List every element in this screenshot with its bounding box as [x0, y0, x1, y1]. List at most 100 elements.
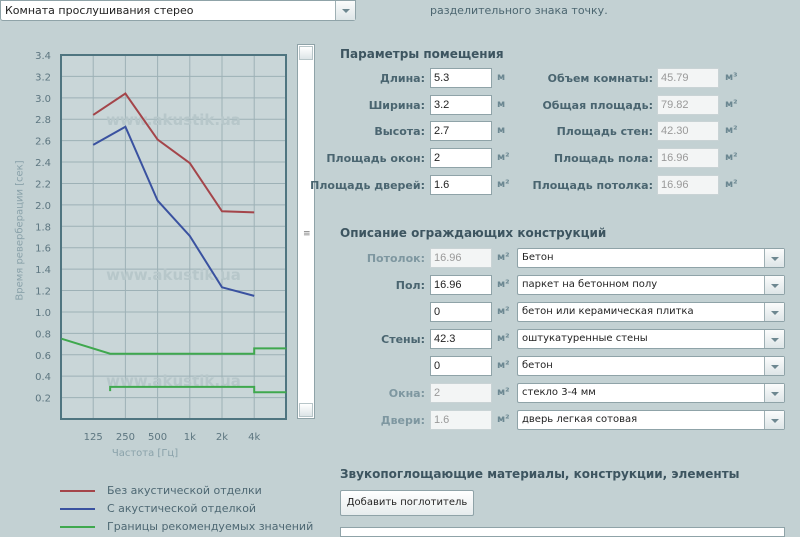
legend-item: С акустической отделкой [60, 502, 256, 515]
unit-label: м² [497, 333, 510, 344]
material-value: бетон [522, 360, 553, 371]
y-tick-label: 3.0 [35, 94, 51, 105]
unit-label: м² [725, 125, 738, 136]
surface-label: Двери: [380, 414, 425, 427]
watermark: www.akustik.ua [106, 266, 241, 284]
scroll-down-button[interactable] [299, 403, 313, 417]
plot-area [61, 55, 286, 419]
material-value: оштукатуренные стены [522, 333, 648, 344]
y-tick-label: 1.6 [35, 244, 51, 255]
computed-field-value: 45.79 [657, 68, 719, 88]
room-field-input[interactable]: 5.3 [430, 68, 492, 88]
computed-field-label: Площадь потолка: [532, 179, 653, 192]
chevron-down-icon[interactable] [764, 384, 784, 402]
unit-label: м² [497, 360, 510, 371]
room-field-input[interactable]: 2 [430, 148, 492, 168]
material-value: Бетон [522, 252, 554, 263]
y-axis-label: Время реверберации [сек] [14, 160, 26, 301]
add-absorber-button[interactable]: Добавить поглотитель [340, 490, 474, 516]
series-line-0 [92, 92, 255, 214]
y-tick-label: 2.0 [35, 201, 51, 212]
material-value: паркет на бетонном полу [522, 279, 658, 290]
watermark: www.akustik.ua [106, 111, 241, 129]
y-tick-label: 3.4 [35, 51, 51, 62]
hint-text: разделительного знака точку. [430, 4, 608, 17]
absorber-select[interactable] [340, 527, 785, 537]
computed-field-value: 16.96 [657, 148, 719, 168]
y-tick-label: 1.4 [35, 265, 51, 276]
computed-field-value: 42.30 [657, 121, 719, 141]
room-field-input[interactable]: 3.2 [430, 95, 492, 115]
material-select[interactable]: оштукатуренные стены [517, 329, 785, 349]
material-select[interactable]: бетон [517, 356, 785, 376]
room-field-input[interactable]: 1.6 [430, 175, 492, 195]
surface-label: Потолок: [366, 252, 425, 265]
unit-label: м [497, 72, 506, 83]
chart-scrollbar[interactable]: ≡ [297, 44, 315, 419]
material-select[interactable]: паркет на бетонном полу [517, 275, 785, 295]
unit-label: м [497, 99, 506, 110]
scroll-up-button[interactable] [299, 46, 313, 60]
surface-label: Пол: [395, 279, 425, 292]
unit-label: м³ [725, 72, 738, 83]
surface-area-input: 1.6 [430, 410, 492, 430]
preset-select[interactable]: Комната прослушивания стерео [0, 0, 356, 21]
surface-area-input: 2 [430, 383, 492, 403]
chevron-down-icon[interactable] [764, 411, 784, 429]
series-line-2 [61, 337, 287, 355]
unit-label: м² [497, 279, 510, 290]
room-section-title: Параметры помещения [340, 47, 504, 61]
chevron-down-icon[interactable] [764, 303, 784, 321]
y-tick-label: 0.4 [35, 372, 51, 383]
computed-field-value: 16.96 [657, 175, 719, 195]
room-field-input[interactable]: 2.7 [430, 121, 492, 141]
chevron-down-icon[interactable] [764, 249, 784, 267]
room-field-label: Площадь дверей: [310, 179, 425, 192]
legend-item: Границы рекомендуемых значений [60, 520, 313, 533]
material-select[interactable]: бетон или керамическая плитка [517, 302, 785, 322]
y-tick-label: 2.6 [35, 137, 51, 148]
series-line-2 [109, 385, 287, 394]
unit-label: м² [725, 179, 738, 190]
scroll-grip-icon[interactable]: ≡ [303, 229, 311, 239]
computed-field-label: Площадь пола: [553, 152, 653, 165]
chevron-down-icon[interactable] [335, 1, 355, 20]
material-select[interactable]: Бетон [517, 248, 785, 268]
y-tick-label: 2.2 [35, 179, 51, 190]
surface-label: Стены: [381, 333, 425, 346]
chevron-down-icon[interactable] [764, 357, 784, 375]
reverb-chart: 0.2 0.4 0.6 0.8 1.0 1.2 1.4 1.6 1.8 2.0 2.2 2.4 2.6 2… [35, 51, 287, 443]
x-tick-label: 2k [216, 432, 228, 443]
y-tick-label: 2.8 [35, 115, 51, 126]
material-value: бетон или керамическая плитка [522, 306, 694, 317]
surface-area-input[interactable]: 42.3 [430, 329, 492, 349]
watermark: www.akustik.ua [106, 372, 241, 390]
x-axis-label: Частота [Гц] [111, 448, 179, 459]
y-tick-label: 1.0 [35, 308, 51, 319]
x-tick-label: 4k [248, 432, 260, 443]
x-tick-label: 250 [116, 432, 135, 443]
unit-label: м² [497, 387, 510, 398]
surface-area-input[interactable]: 16.96 [430, 275, 492, 295]
series-line-1 [92, 125, 255, 297]
chevron-down-icon[interactable] [764, 276, 784, 294]
x-tick-label: 125 [84, 432, 103, 443]
surface-area-input[interactable]: 0 [430, 356, 492, 376]
unit-label: м² [497, 152, 510, 163]
surface-label: Окна: [388, 387, 425, 400]
y-tick-label: 3.2 [35, 72, 51, 83]
surface-area-input[interactable]: 0 [430, 302, 492, 322]
material-value: дверь легкая сотовая [522, 414, 638, 425]
y-tick-label: 0.8 [35, 329, 51, 340]
material-select[interactable]: стекло 3-4 мм [517, 383, 785, 403]
unit-label: м² [497, 252, 510, 263]
unit-label: м [497, 125, 506, 136]
room-field-label: Ширина: [368, 99, 425, 112]
computed-field-label: Общая площадь: [542, 99, 653, 112]
computed-field-label: Объем комнаты: [547, 72, 653, 85]
chevron-down-icon[interactable] [764, 330, 784, 348]
room-field-label: Длина: [380, 72, 425, 85]
unit-label: м² [497, 414, 510, 425]
material-select[interactable]: дверь легкая сотовая [517, 410, 785, 430]
surface-area-input: 16.96 [430, 248, 492, 268]
